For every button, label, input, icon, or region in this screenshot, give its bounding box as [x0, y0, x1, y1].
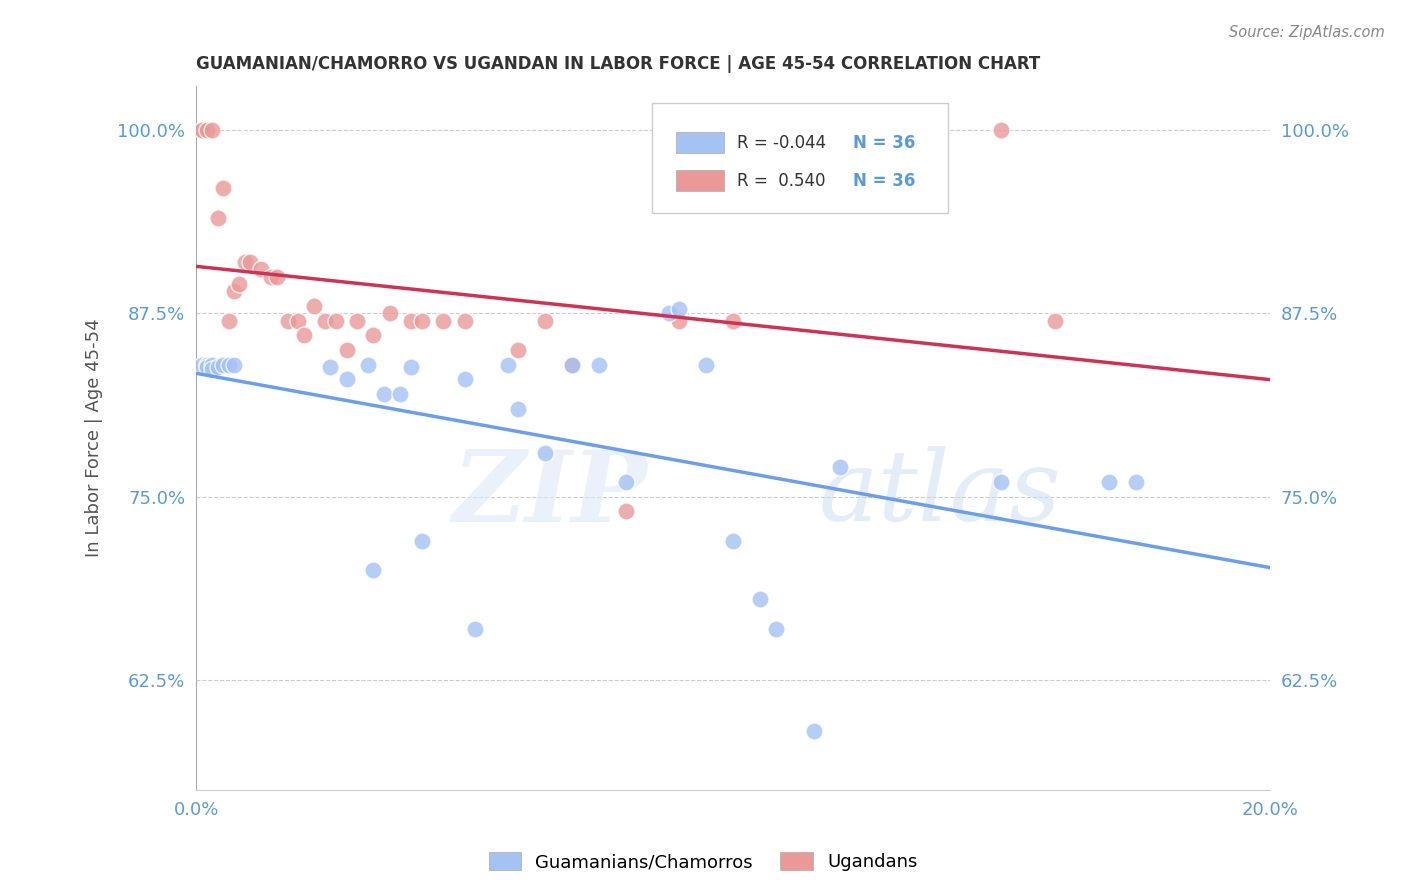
Point [588, 358, 610, 372]
Point [249, 262, 271, 277]
Point [561, 358, 583, 372]
Point [803, 724, 825, 739]
FancyBboxPatch shape [676, 170, 724, 192]
Text: N = 36: N = 36 [853, 134, 915, 152]
Point [218, 358, 240, 372]
Point [1043, 313, 1066, 327]
Point [534, 445, 557, 459]
Point [373, 387, 395, 401]
Point [614, 475, 637, 489]
Point [190, 123, 212, 137]
Point [218, 313, 240, 327]
Point [508, 401, 530, 416]
Text: ZIP: ZIP [453, 446, 647, 542]
Point [201, 358, 224, 372]
Point [990, 475, 1012, 489]
Point [195, 358, 218, 372]
Point [721, 533, 744, 548]
Point [830, 460, 852, 475]
Point [212, 358, 235, 372]
Point [534, 313, 557, 327]
Point [222, 358, 245, 372]
Point [658, 306, 681, 320]
Point [325, 313, 347, 327]
Point [1125, 475, 1147, 489]
Point [464, 622, 486, 636]
Point [260, 269, 283, 284]
Point [411, 313, 433, 327]
Point [319, 360, 342, 375]
Point [496, 358, 519, 372]
Point [1098, 475, 1121, 489]
Point [201, 123, 224, 137]
FancyBboxPatch shape [676, 132, 724, 153]
Point [399, 313, 422, 327]
Point [748, 592, 770, 607]
Point [190, 358, 212, 372]
Point [614, 504, 637, 518]
Point [287, 313, 309, 327]
Point [695, 358, 717, 372]
Point [990, 123, 1012, 137]
Point [212, 181, 235, 195]
Point [292, 328, 315, 343]
Point [335, 372, 357, 386]
Text: R = -0.044: R = -0.044 [737, 134, 827, 152]
Point [432, 313, 454, 327]
Point [195, 123, 218, 137]
Point [399, 360, 422, 375]
Text: atlas: atlas [818, 447, 1062, 541]
Point [363, 328, 385, 343]
Text: GUAMANIAN/CHAMORRO VS UGANDAN IN LABOR FORCE | AGE 45-54 CORRELATION CHART: GUAMANIAN/CHAMORRO VS UGANDAN IN LABOR F… [197, 55, 1040, 73]
Point [304, 299, 326, 313]
Text: Source: ZipAtlas.com: Source: ZipAtlas.com [1229, 25, 1385, 40]
Point [561, 358, 583, 372]
FancyBboxPatch shape [652, 103, 948, 212]
Point [346, 313, 368, 327]
Point [363, 563, 385, 577]
Point [721, 313, 744, 327]
Point [222, 284, 245, 298]
Point [389, 387, 412, 401]
Point [233, 255, 256, 269]
Point [765, 622, 787, 636]
Point [190, 123, 212, 137]
Point [378, 306, 401, 320]
Y-axis label: In Labor Force | Age 45-54: In Labor Force | Age 45-54 [86, 318, 103, 558]
Text: R =  0.540: R = 0.540 [737, 172, 825, 190]
Legend: Guamanians/Chamorros, Ugandans: Guamanians/Chamorros, Ugandans [481, 845, 925, 879]
Point [277, 313, 299, 327]
Point [314, 313, 336, 327]
Point [453, 313, 475, 327]
Point [266, 269, 288, 284]
Point [207, 360, 229, 375]
Point [411, 533, 433, 548]
Point [207, 211, 229, 225]
Point [668, 301, 690, 316]
Text: N = 36: N = 36 [853, 172, 915, 190]
Point [335, 343, 357, 357]
Point [453, 372, 475, 386]
Point [508, 343, 530, 357]
Point [239, 255, 262, 269]
Point [201, 362, 224, 376]
Point [668, 313, 690, 327]
Point [195, 360, 218, 375]
Point [228, 277, 250, 291]
Point [357, 358, 380, 372]
